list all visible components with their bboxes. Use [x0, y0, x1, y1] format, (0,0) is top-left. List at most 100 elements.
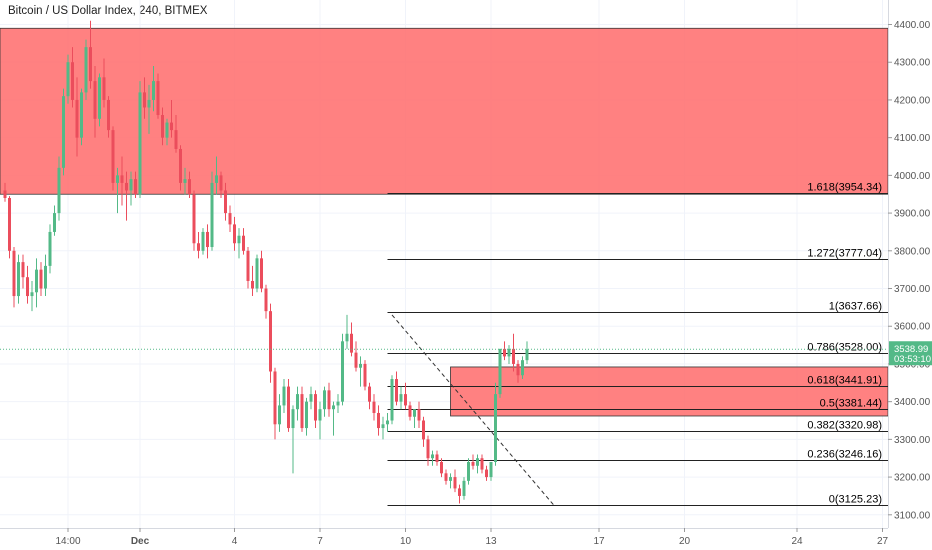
candle-body: [237, 235, 241, 244]
last-price-tag: [889, 341, 932, 366]
candle-up: [494, 382, 497, 466]
candle-down: [224, 182, 227, 221]
candle-body: [26, 277, 29, 297]
candle-body: [264, 288, 268, 312]
candle-body: [8, 198, 11, 251]
candle-body: [489, 462, 493, 478]
candle-up: [165, 118, 169, 146]
candle-body: [476, 458, 479, 466]
candle-body: [215, 175, 218, 183]
candle-up: [525, 341, 529, 364]
candle-body: [413, 409, 416, 417]
candle-down: [3, 182, 7, 202]
candle-body: [386, 420, 389, 425]
candle-up: [35, 258, 38, 308]
candle-down: [368, 382, 371, 410]
candle-body: [156, 81, 160, 116]
candle-down: [197, 231, 200, 259]
candle-down: [426, 435, 430, 466]
candle-body: [318, 409, 322, 421]
candle-down: [21, 254, 25, 289]
candle-body: [102, 77, 106, 100]
candle-body: [309, 394, 313, 402]
fib-level-label: 0.5(3381.44): [820, 398, 882, 410]
candle-up: [116, 167, 119, 214]
candle-down: [192, 190, 196, 251]
candle-body: [201, 231, 205, 251]
candle-body: [525, 349, 529, 361]
candle-down: [287, 379, 290, 432]
candle-body: [368, 386, 371, 402]
candle-body: [453, 477, 457, 489]
candle-body: [431, 454, 434, 459]
candle-down: [219, 171, 223, 198]
resistance-zone: [0, 27, 889, 195]
candle-up: [44, 254, 47, 297]
candle-up: [152, 66, 155, 112]
candle-down: [269, 303, 272, 383]
candle-up: [345, 314, 349, 349]
candle-body: [21, 262, 25, 278]
price-tick-label: 3600.00: [894, 322, 931, 333]
fib-level-label: 0(3125.23): [829, 494, 882, 506]
candle-body: [120, 175, 124, 183]
time-tick-label: 13: [485, 536, 497, 547]
candle-body: [183, 179, 187, 183]
candle-down: [246, 247, 250, 289]
candle-up: [381, 416, 385, 440]
candle-up: [399, 386, 403, 410]
candle-body: [138, 92, 142, 195]
time-tick-label: 17: [593, 536, 605, 547]
candle-body: [62, 96, 65, 168]
candle-body: [35, 269, 38, 293]
candle-body: [179, 148, 182, 183]
candle-body: [273, 371, 277, 425]
price-axis-bg: [888, 0, 932, 550]
candle-body: [269, 311, 272, 372]
price-tick-label: 4400.00: [894, 20, 931, 31]
candle-body: [219, 175, 223, 191]
price-tick-label: 3200.00: [894, 473, 931, 484]
candle-body: [80, 92, 83, 138]
candle-up: [305, 397, 308, 436]
candle-up: [489, 462, 493, 481]
candle-body: [444, 473, 448, 481]
candle-up: [278, 394, 281, 432]
candle-down: [206, 224, 209, 259]
fib-level-label: 1.272(3777.04): [807, 248, 882, 260]
candle-down: [107, 96, 110, 138]
candle-body: [129, 179, 133, 191]
candle-down: [71, 47, 74, 108]
candle-body: [327, 390, 331, 410]
candle-up: [66, 54, 70, 104]
candle-body: [174, 130, 178, 149]
candle-down: [161, 107, 164, 146]
candle-down: [170, 99, 173, 138]
candles: [3, 20, 529, 504]
candle-body: [260, 258, 263, 289]
candle-down: [350, 322, 353, 357]
candle-body: [48, 231, 52, 266]
price-tick-label: 4300.00: [894, 58, 931, 69]
candle-up: [413, 409, 416, 429]
candle-up: [431, 450, 434, 466]
candle-body: [165, 122, 169, 138]
time-axis[interactable]: 14:00 Dec 4 7 10 13 17 20 24 27: [0, 528, 932, 550]
candle-down: [143, 77, 146, 119]
candle-body: [210, 182, 214, 248]
candle-body: [188, 179, 191, 195]
candle-body: [116, 175, 119, 183]
candle-body: [53, 213, 56, 232]
price-axis[interactable]: 3100.003200.003300.003400.003500.003600.…: [888, 0, 932, 550]
candle-down: [102, 58, 106, 108]
candle-body: [345, 333, 349, 342]
candle-body: [485, 469, 488, 478]
candle-up: [507, 345, 511, 364]
candle-body: [44, 265, 47, 289]
candle-down: [516, 360, 520, 383]
candle-body: [399, 394, 403, 402]
fib-level-label: 0.382(3320.98): [807, 420, 882, 432]
price-tick-label: 3100.00: [894, 510, 931, 521]
time-tick-label: 24: [791, 536, 803, 547]
